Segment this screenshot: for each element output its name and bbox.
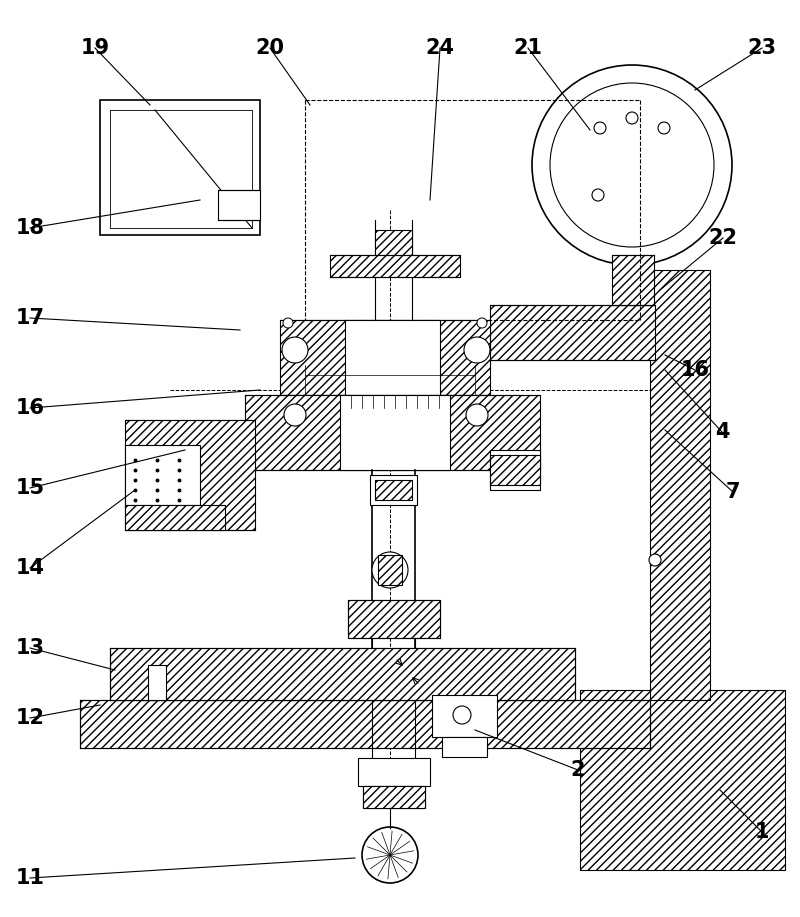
Bar — [490, 450, 540, 490]
Bar — [245, 395, 540, 470]
Circle shape — [372, 552, 408, 588]
Circle shape — [464, 337, 490, 363]
Bar — [490, 455, 540, 485]
Bar — [100, 100, 260, 235]
Bar — [330, 255, 460, 277]
Circle shape — [282, 337, 308, 363]
Bar — [125, 420, 255, 530]
Circle shape — [592, 189, 604, 201]
Bar — [345, 320, 440, 395]
Bar — [580, 690, 785, 870]
Bar — [432, 695, 497, 737]
Bar — [612, 255, 654, 305]
Circle shape — [477, 318, 487, 328]
Bar — [348, 600, 440, 638]
Text: 16: 16 — [15, 398, 45, 418]
Bar — [375, 480, 412, 500]
Bar — [340, 395, 450, 470]
Circle shape — [658, 122, 670, 134]
Text: 7: 7 — [726, 482, 740, 502]
Bar — [218, 190, 260, 220]
Text: 14: 14 — [15, 558, 45, 578]
Text: 11: 11 — [15, 868, 45, 888]
Text: 24: 24 — [426, 38, 454, 58]
Text: 18: 18 — [15, 218, 45, 238]
Bar — [148, 665, 166, 700]
Text: 23: 23 — [747, 38, 777, 58]
Bar — [363, 786, 425, 808]
Bar — [490, 305, 655, 360]
Bar — [370, 475, 417, 505]
Circle shape — [362, 827, 418, 883]
Circle shape — [453, 706, 471, 724]
Text: 13: 13 — [15, 638, 45, 658]
Circle shape — [284, 404, 306, 426]
Text: 17: 17 — [15, 308, 45, 328]
Text: 16: 16 — [681, 360, 710, 380]
Bar — [348, 600, 440, 638]
Text: 4: 4 — [714, 422, 730, 442]
Bar — [375, 230, 412, 265]
Circle shape — [594, 122, 606, 134]
Text: 21: 21 — [514, 38, 542, 58]
Bar — [378, 555, 402, 585]
Bar — [80, 700, 650, 748]
Text: 22: 22 — [709, 228, 738, 248]
Bar — [125, 505, 225, 530]
Circle shape — [466, 404, 488, 426]
Text: 1: 1 — [754, 822, 770, 842]
Bar — [363, 786, 425, 808]
Bar — [650, 270, 710, 700]
Circle shape — [626, 112, 638, 124]
Bar — [110, 648, 575, 700]
Text: 2: 2 — [570, 760, 586, 780]
Circle shape — [649, 554, 661, 566]
Circle shape — [283, 318, 293, 328]
Text: 12: 12 — [15, 708, 45, 728]
Bar — [442, 737, 487, 757]
Bar — [280, 320, 490, 395]
Text: 15: 15 — [15, 478, 45, 498]
Bar — [125, 445, 200, 505]
Text: 19: 19 — [81, 38, 110, 58]
Bar — [358, 758, 430, 786]
Text: 20: 20 — [255, 38, 285, 58]
